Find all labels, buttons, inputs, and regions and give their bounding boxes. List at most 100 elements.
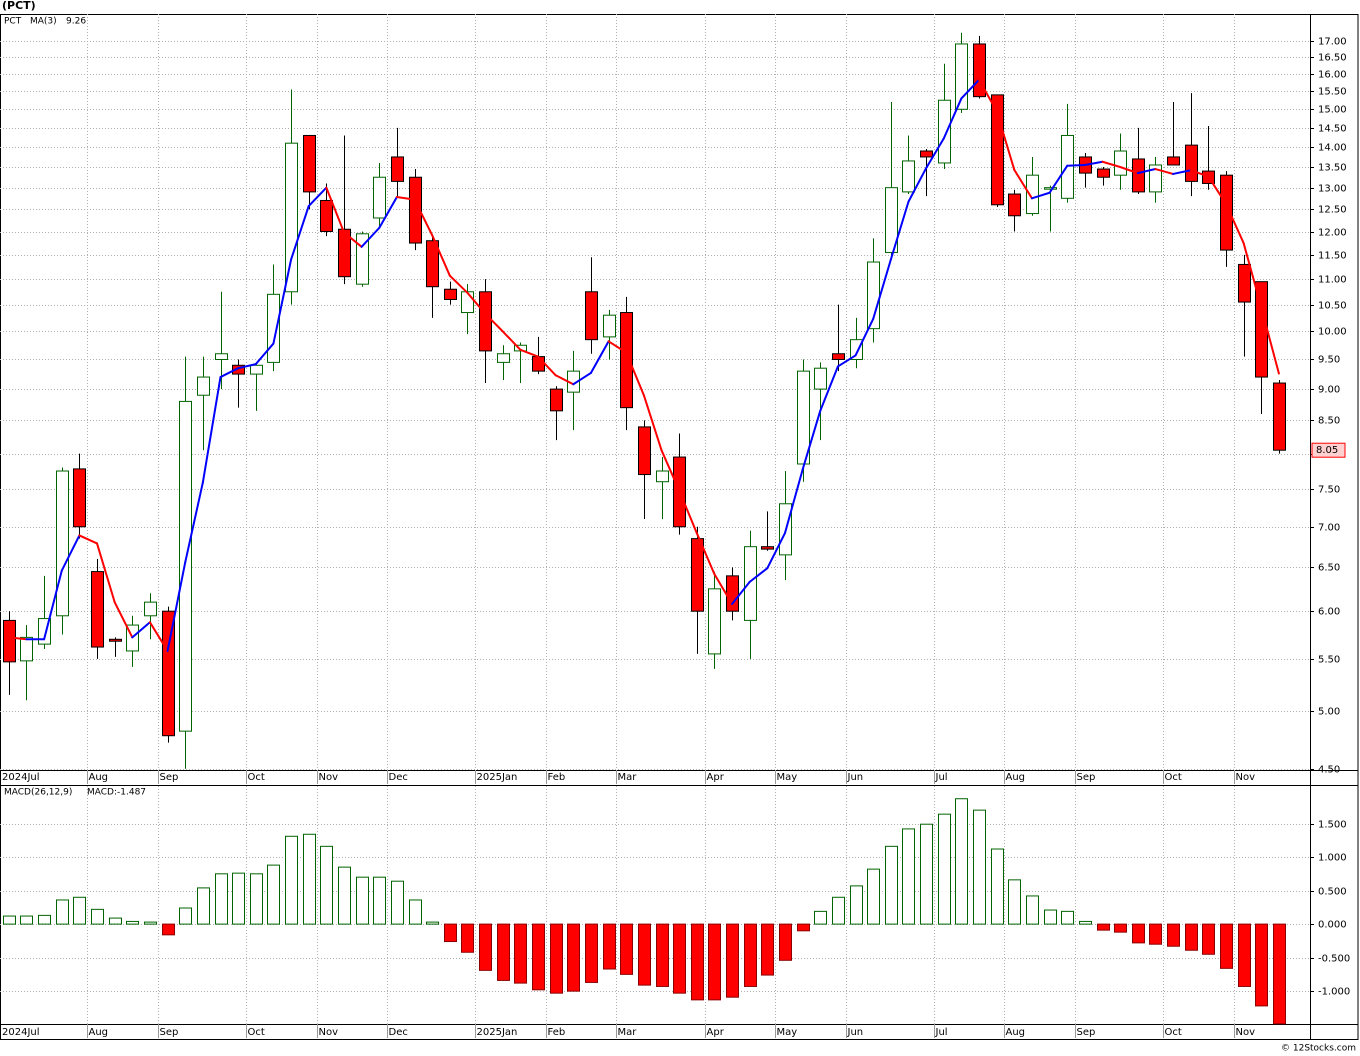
ma-line [166, 561, 187, 652]
y-tick-label: 15.50 [1318, 87, 1347, 98]
ma-line [1224, 202, 1245, 245]
ma-line [1083, 160, 1104, 166]
macd-bar [73, 896, 86, 925]
candle-body [603, 314, 616, 338]
candle-body [1167, 156, 1180, 166]
candle-body [938, 99, 951, 164]
legend-value: MACD:-1.487 [87, 788, 146, 798]
x-tick-label: 2024Jul [2, 772, 40, 783]
macd-bar [550, 923, 563, 994]
ma-line [1172, 169, 1192, 175]
x-tick-label: Oct [1165, 1027, 1182, 1038]
ma-line [448, 274, 469, 294]
ma-line [748, 567, 769, 583]
macd-bar [1008, 879, 1021, 925]
candle-body [73, 468, 86, 528]
macd-bar [303, 833, 316, 925]
candle-body [303, 134, 316, 193]
y-tick-label: 1.000 [1318, 853, 1347, 864]
ma-line [801, 409, 822, 471]
y-tick-label: 16.50 [1318, 53, 1347, 64]
macd-bar [1149, 923, 1162, 945]
candle-body [373, 176, 386, 219]
candle-body [1114, 150, 1127, 176]
candle-body [708, 588, 721, 655]
candle-body [197, 376, 210, 396]
x-tick-label: Nov [319, 772, 339, 783]
ma-line [607, 340, 628, 354]
y-tick-label: 16.00 [1318, 70, 1347, 81]
x-tick-label: Nov [1236, 1027, 1256, 1038]
ma-line [148, 621, 169, 652]
ma-line [960, 78, 981, 100]
candle-body [691, 538, 704, 612]
macd-bar [356, 876, 369, 925]
x-tick-label: 2024Jul [2, 1027, 40, 1038]
ma-line [1030, 191, 1051, 200]
ma-line [907, 167, 928, 203]
ma-line [184, 481, 204, 564]
ma-line [78, 534, 99, 545]
x-tick-label: Jul [935, 1027, 948, 1038]
ma-line [660, 449, 681, 492]
ma-line [237, 363, 257, 370]
candle-body [1008, 193, 1021, 217]
x-tick-label: Nov [1236, 772, 1256, 783]
ma-line [889, 200, 910, 261]
candle-body [514, 344, 527, 352]
y-tick-label: 14.00 [1318, 143, 1347, 154]
ma-line [537, 355, 557, 377]
candle-body [391, 156, 404, 182]
macd-bar [179, 907, 192, 925]
y-tick-label: -0.500 [1318, 954, 1350, 965]
ma-line [60, 534, 81, 572]
candle-body [761, 546, 774, 550]
ma-line [766, 532, 786, 570]
ma-line [395, 196, 416, 201]
candle-body [109, 638, 122, 642]
ma-line [783, 468, 804, 535]
macd-bar [1255, 923, 1268, 1007]
ma-line [978, 78, 998, 113]
x-tick-label: Dec [389, 772, 408, 783]
ma-line [96, 542, 116, 604]
candle-body [3, 619, 16, 663]
macd-bar [638, 923, 651, 986]
x-tick-label: Mar [618, 1027, 638, 1038]
x-tick-label: Sep [160, 1027, 179, 1038]
macd-bar [779, 923, 792, 961]
x-tick-label: Aug [89, 1027, 109, 1038]
macd-bar [938, 813, 951, 925]
candle-body [832, 353, 845, 360]
chart-title: (PCT) [2, 0, 36, 12]
candle-body [497, 353, 510, 363]
macd-bar [1114, 923, 1127, 933]
macd-bar [991, 848, 1004, 925]
macd-bar [20, 915, 33, 925]
candle-body [179, 400, 192, 732]
legend-value: 9.26 [66, 17, 86, 27]
macd-bar [1220, 923, 1233, 969]
macd-bar [867, 868, 880, 925]
macd-bar [497, 923, 510, 981]
y-tick-label: 1.500 [1318, 820, 1347, 831]
x-tick-label: Dec [389, 1027, 408, 1038]
x-tick-label: May [777, 1027, 798, 1038]
macd-bar [215, 873, 228, 925]
ma-line [854, 317, 875, 357]
ma-line [1260, 306, 1280, 375]
macd-bar [426, 921, 439, 925]
macd-bar [532, 923, 545, 991]
x-tick-label: May [777, 772, 798, 783]
macd-bar [708, 923, 721, 1001]
x-tick-label: Feb [548, 1027, 566, 1038]
macd-bar [1202, 923, 1215, 955]
y-tick-label: 7.50 [1318, 485, 1340, 496]
ma-line [1013, 168, 1033, 200]
ma-line [307, 186, 328, 208]
ma-line [572, 371, 592, 386]
x-tick-label: Apr [707, 772, 725, 783]
ma-line [625, 351, 645, 397]
ma-line [519, 348, 540, 358]
macd-bar [920, 823, 933, 925]
